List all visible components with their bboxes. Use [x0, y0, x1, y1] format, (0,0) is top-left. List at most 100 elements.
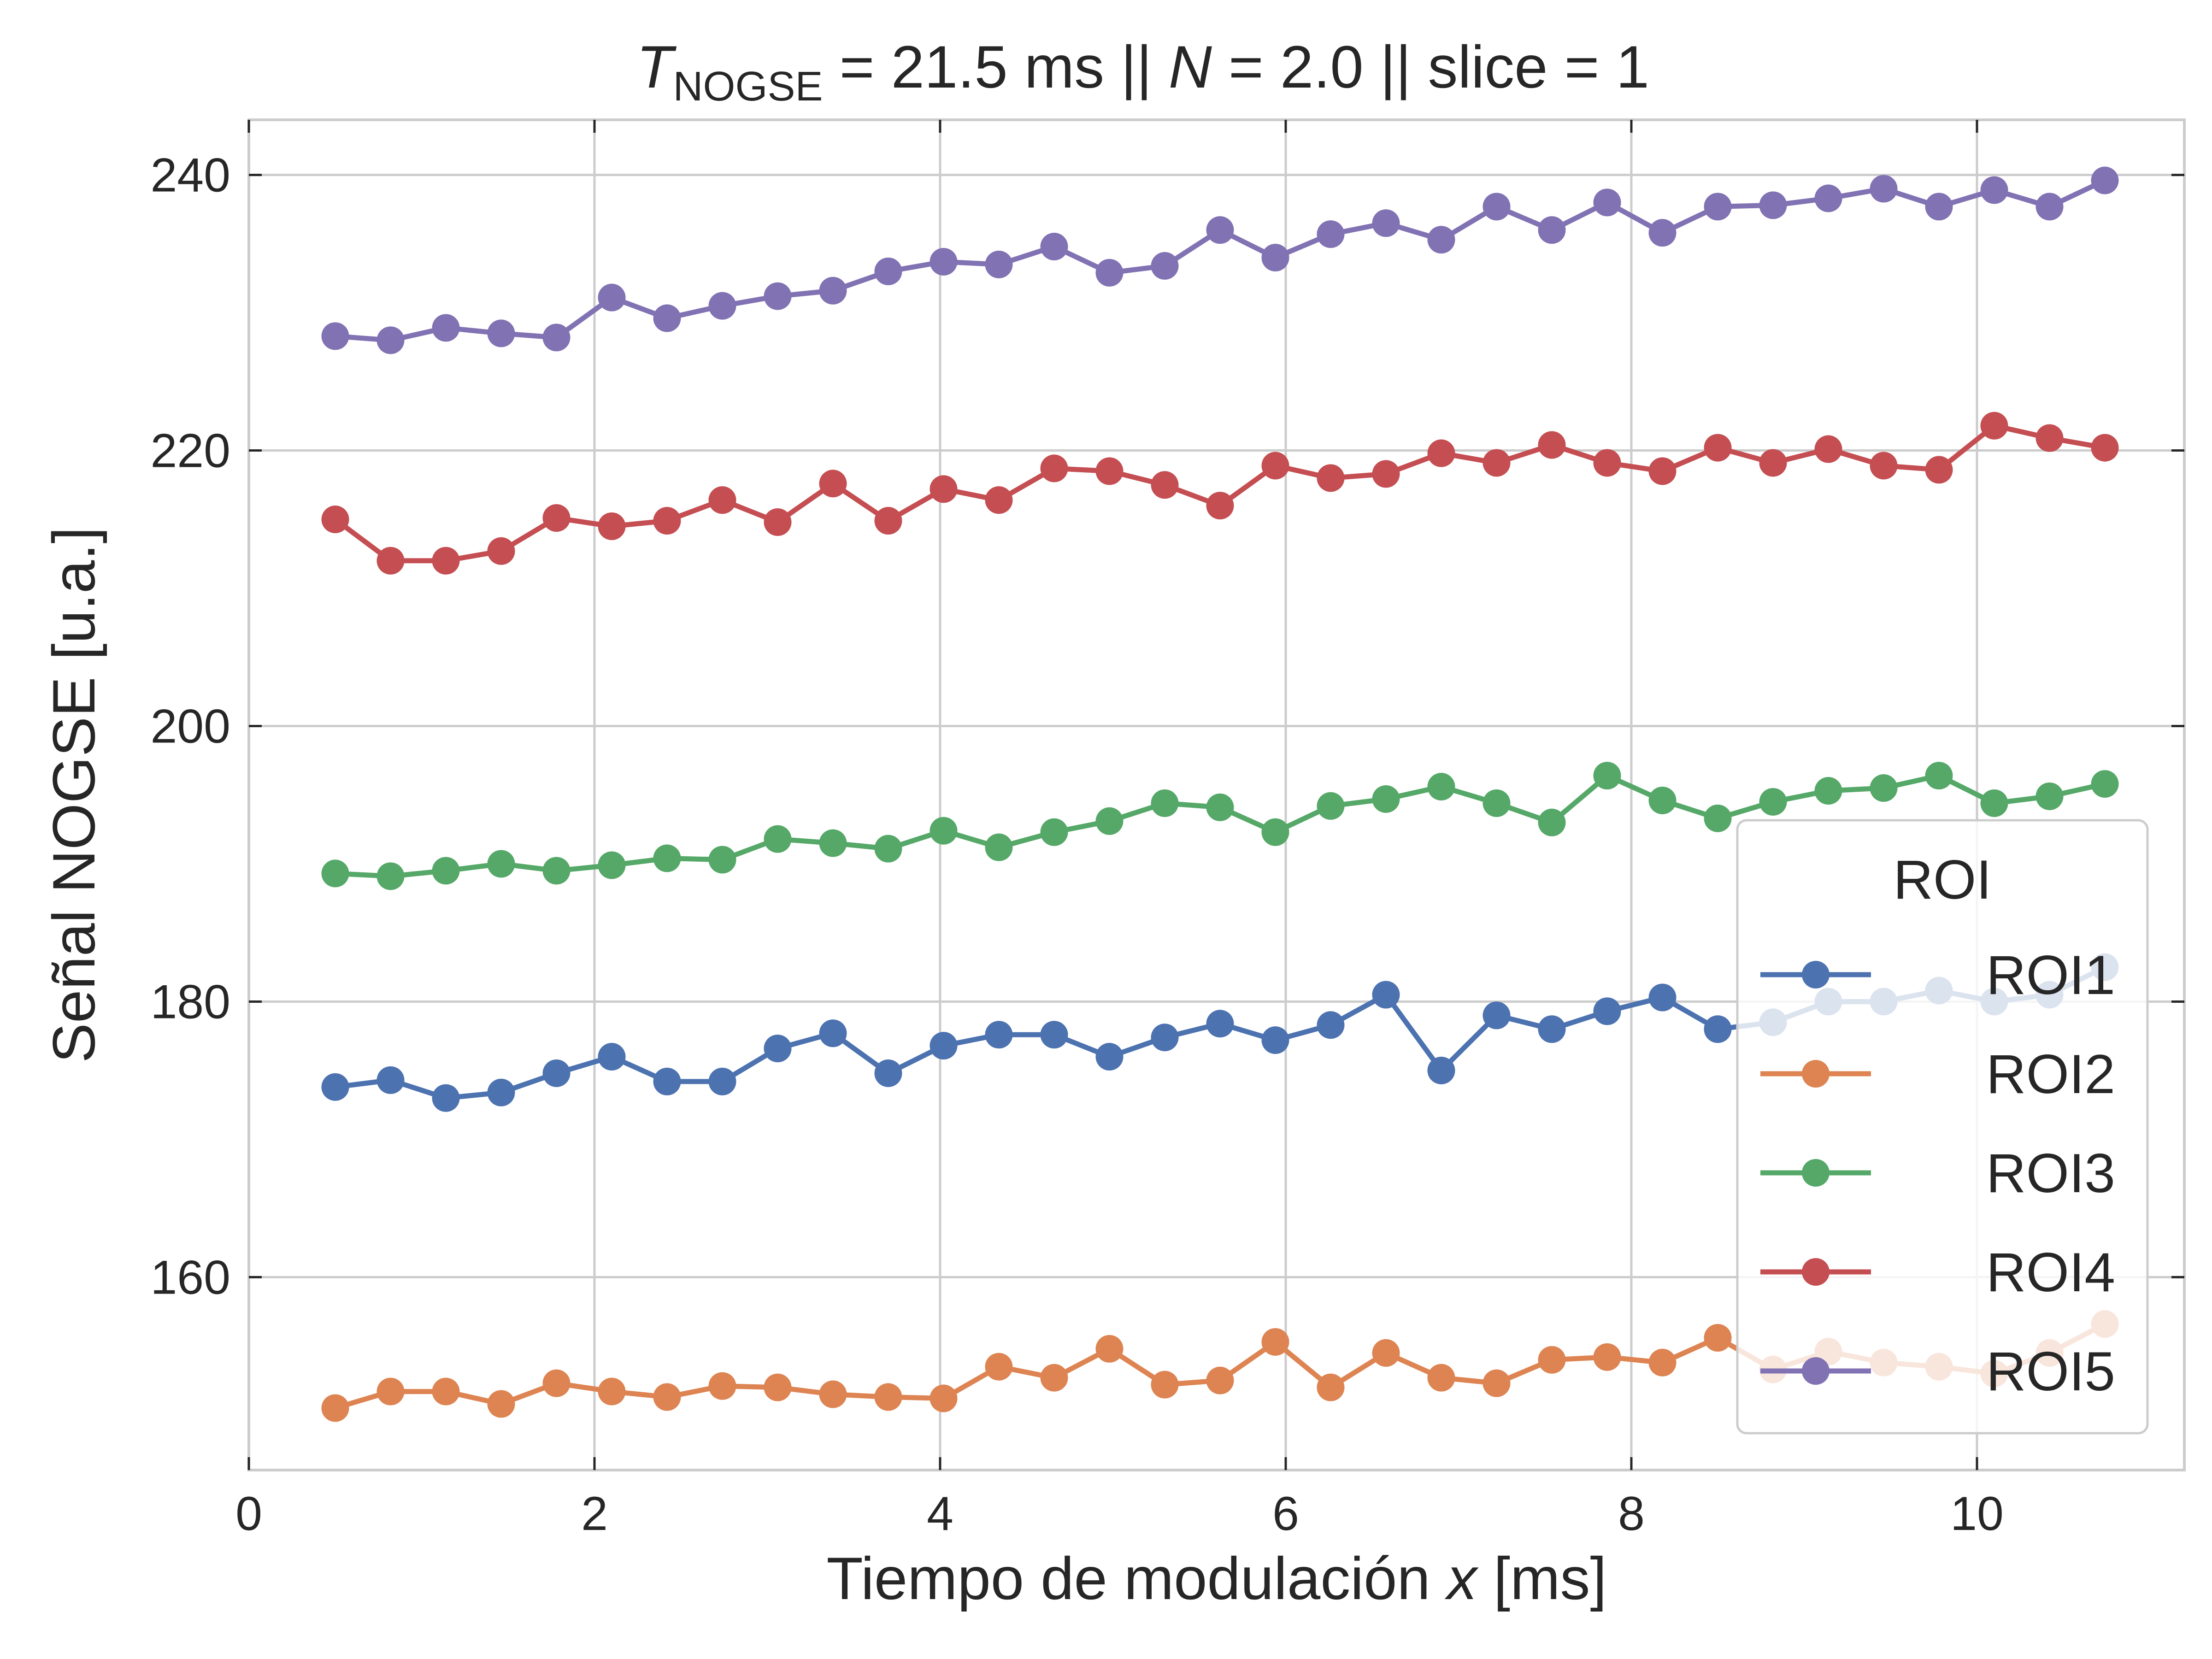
data-point-roi1 — [985, 1021, 1013, 1049]
data-point-roi2 — [1648, 1348, 1677, 1377]
y-tick-label: 240 — [150, 149, 230, 202]
data-point-roi5 — [1648, 219, 1677, 247]
data-point-roi5 — [1206, 216, 1234, 244]
data-point-roi3 — [1317, 792, 1345, 820]
data-point-roi4 — [542, 504, 571, 532]
data-point-roi5 — [2036, 193, 2064, 221]
data-point-roi3 — [1925, 762, 1953, 790]
x-tick-label: 0 — [235, 1487, 262, 1541]
data-point-roi5 — [432, 314, 460, 342]
legend-marker-roi3 — [1802, 1159, 1830, 1187]
data-point-roi2 — [1372, 1339, 1400, 1367]
data-point-roi2 — [930, 1384, 958, 1412]
data-point-roi4 — [321, 506, 349, 534]
data-point-roi5 — [1095, 259, 1124, 287]
data-point-roi2 — [985, 1353, 1013, 1381]
y-tick-label: 180 — [150, 975, 230, 1029]
data-point-roi5 — [1980, 176, 2008, 204]
data-point-roi5 — [819, 276, 847, 305]
data-point-roi3 — [1095, 807, 1124, 835]
series-roi4 — [321, 412, 2119, 575]
data-point-roi5 — [1317, 220, 1345, 248]
data-point-roi5 — [1870, 175, 1898, 203]
data-point-roi4 — [1925, 456, 1953, 484]
y-axis-label: Señal NOGSE [u.a.] — [40, 527, 107, 1063]
series-roi5 — [321, 166, 2119, 354]
data-point-roi2 — [1483, 1369, 1511, 1397]
data-point-roi1 — [819, 1019, 847, 1047]
data-point-roi3 — [1261, 818, 1289, 846]
data-point-roi5 — [1759, 191, 1787, 219]
data-point-roi1 — [1151, 1024, 1179, 1052]
data-point-roi5 — [487, 319, 515, 347]
data-point-roi5 — [1483, 193, 1511, 221]
data-point-roi2 — [1261, 1328, 1289, 1356]
legend-marker-roi2 — [1802, 1060, 1830, 1088]
data-point-roi4 — [1206, 492, 1234, 520]
legend-label-roi2: ROI2 — [1986, 1043, 2115, 1105]
data-point-roi1 — [1261, 1026, 1289, 1054]
data-point-roi5 — [1372, 209, 1400, 237]
data-point-roi3 — [985, 833, 1013, 861]
data-point-roi2 — [708, 1372, 736, 1400]
data-point-roi1 — [321, 1073, 349, 1101]
data-point-roi4 — [1317, 464, 1345, 492]
data-point-roi3 — [819, 829, 847, 857]
data-point-roi2 — [432, 1377, 460, 1406]
data-point-roi4 — [487, 537, 515, 565]
legend-marker-roi5 — [1802, 1357, 1830, 1385]
data-point-roi4 — [1427, 439, 1455, 467]
data-point-roi3 — [1593, 762, 1621, 790]
data-point-roi3 — [1040, 818, 1068, 846]
data-point-roi1 — [1317, 1011, 1345, 1039]
data-point-roi2 — [321, 1394, 349, 1422]
data-point-roi3 — [1759, 788, 1787, 816]
ticks: 0 2 4 6 8 10 160 180 200 220 240 — [150, 120, 2184, 1541]
data-point-roi3 — [487, 850, 515, 878]
data-point-roi4 — [653, 507, 681, 535]
data-point-roi1 — [1095, 1043, 1124, 1071]
data-point-roi3 — [1151, 789, 1179, 817]
data-point-roi1 — [1648, 983, 1677, 1012]
data-point-roi4 — [1483, 449, 1511, 477]
x-tick-label: 2 — [581, 1487, 608, 1541]
data-point-roi4 — [1870, 452, 1898, 480]
data-point-roi5 — [1261, 243, 1289, 271]
data-point-roi5 — [1151, 252, 1179, 280]
legend-label-roi1: ROI1 — [1986, 944, 2115, 1006]
data-point-roi5 — [542, 324, 571, 352]
data-point-roi2 — [1593, 1343, 1621, 1371]
data-point-roi4 — [377, 547, 405, 575]
data-point-roi5 — [1704, 193, 1732, 221]
data-point-roi3 — [1538, 808, 1566, 836]
data-point-roi1 — [1483, 1001, 1511, 1030]
data-point-roi4 — [1372, 460, 1400, 488]
legend-label-roi5: ROI5 — [1986, 1341, 2115, 1402]
legend-marker-roi1 — [1802, 961, 1830, 988]
data-point-roi3 — [764, 825, 792, 853]
data-point-roi3 — [321, 859, 349, 888]
legend-marker-roi4 — [1802, 1258, 1830, 1286]
data-point-roi1 — [432, 1084, 460, 1112]
data-point-roi3 — [1372, 785, 1400, 813]
data-point-roi1 — [653, 1067, 681, 1095]
legend-title: ROI — [1893, 849, 1991, 911]
data-point-roi5 — [874, 257, 902, 285]
data-point-roi4 — [2091, 434, 2119, 462]
data-point-roi2 — [653, 1383, 681, 1411]
data-point-roi2 — [1151, 1371, 1179, 1399]
data-point-roi3 — [1814, 777, 1842, 805]
data-point-roi4 — [985, 486, 1013, 514]
data-point-roi5 — [764, 282, 792, 310]
data-point-roi5 — [1925, 193, 1953, 221]
data-point-roi2 — [1206, 1366, 1234, 1394]
data-point-roi1 — [598, 1043, 626, 1071]
data-point-roi5 — [708, 292, 736, 320]
x-tick-label: 8 — [1618, 1487, 1645, 1541]
data-point-roi5 — [1538, 216, 1566, 244]
y-tick-label: 200 — [150, 700, 230, 753]
data-point-roi3 — [377, 862, 405, 890]
legend-items: ROI1 ROI2 ROI3 ROI4 ROI5 — [1760, 944, 2115, 1402]
data-point-roi5 — [1814, 184, 1842, 212]
data-point-roi4 — [1261, 452, 1289, 480]
